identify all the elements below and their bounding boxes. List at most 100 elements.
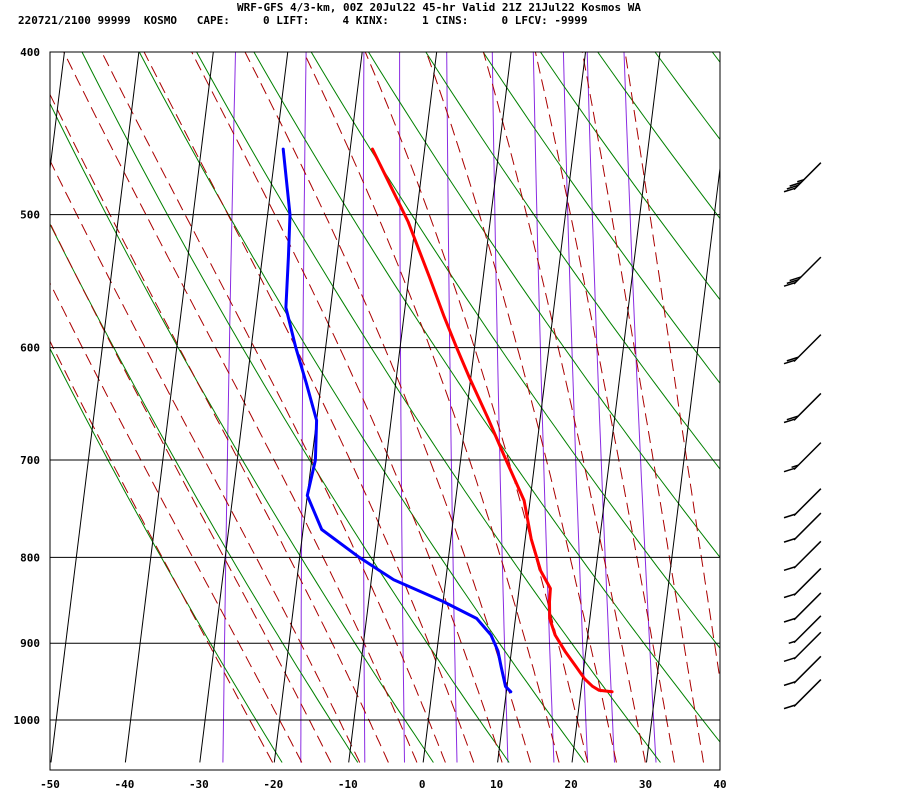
wind-barb-feather: [783, 281, 796, 287]
dry-adiabat-line: [253, 52, 720, 743]
x-tick-label: -20: [263, 778, 283, 791]
dewpoint-profile: [281, 147, 513, 694]
pressure-tick-label: 800: [20, 551, 40, 564]
wind-barb-feather: [783, 187, 796, 193]
wind-barb: [783, 256, 822, 287]
moist-adiabat-line: [143, 52, 475, 763]
dry-adiabat-line: [81, 52, 510, 763]
wind-barb-staff: [793, 488, 822, 517]
temperature-profile: [371, 147, 614, 694]
wind-barb-staff: [793, 540, 822, 569]
wind-barb-staff: [793, 256, 822, 285]
dry-adiabat-line: [138, 52, 586, 763]
wind-barb-feather: [788, 640, 796, 645]
wind-barb-staff: [793, 592, 822, 621]
moist-adiabat-line: [581, 52, 704, 763]
wind-barb-staff: [793, 615, 822, 644]
isotherm-line: [795, 15, 888, 763]
x-tick-label: -50: [40, 778, 60, 791]
isotherms: [50, 15, 888, 763]
x-tick-label: 40: [713, 778, 726, 791]
isotherm-line: [645, 164, 720, 763]
dry-adiabat-line: [854, 15, 900, 763]
dry-adiabat-line: [50, 347, 283, 763]
wind-barb: [783, 592, 822, 623]
pressure-tick-label: 400: [20, 46, 40, 59]
profiles: [281, 147, 614, 694]
wind-barb-feather: [783, 418, 796, 424]
pressure-tick-label: 600: [20, 342, 40, 355]
wind-barb: [783, 512, 822, 543]
wind-barb: [783, 655, 822, 687]
wind-barb-feather: [783, 359, 796, 365]
isotherm-line: [571, 52, 661, 763]
pressure-tick-label: 700: [20, 454, 40, 467]
wind-barb-feather: [797, 178, 805, 183]
x-tick-label: -40: [115, 778, 135, 791]
wind-barb: [783, 567, 822, 599]
dry-adiabat-line: [654, 52, 720, 141]
moist-adiabat-line: [50, 282, 303, 763]
isotherm-line: [199, 52, 289, 763]
isotherm-line: [422, 52, 512, 763]
isotherm-line: [124, 52, 214, 763]
dry-adiabat-line: [367, 52, 720, 559]
isotherm-line: [497, 52, 587, 763]
moist-adiabat-line: [50, 221, 332, 763]
wind-barb-feather: [783, 617, 796, 623]
moist-adiabat-line: [303, 52, 560, 763]
moist-adiabat-line: [50, 93, 389, 763]
isotherm-line: [348, 52, 438, 763]
dry-adiabat-line: [482, 52, 720, 385]
wind-barb-feather: [783, 566, 796, 572]
wind-barb-staff: [793, 655, 822, 684]
dry-adiabat-line: [196, 52, 661, 763]
isobars: [50, 51, 720, 721]
wind-barb: [783, 631, 822, 663]
mixing-ratio-line: [222, 52, 237, 763]
dry-adiabat-line: [711, 52, 720, 64]
sounding-indices: 220721/2100 99999 KOSMO CAPE: 0 LIFT: 4 …: [18, 14, 588, 27]
wind-barb: [788, 615, 822, 645]
moist-adiabat-line: [50, 159, 361, 763]
moist-adiabat-line: [50, 340, 274, 763]
x-tick-label: 20: [564, 778, 577, 791]
wind-barb: [783, 334, 822, 365]
wind-barb: [783, 540, 822, 572]
wind-barb-staff: [793, 334, 822, 363]
wind-barb: [783, 488, 822, 519]
wind-barb-feather: [783, 467, 796, 473]
wind-barb-feather: [786, 184, 799, 190]
mixing-ratio-line: [532, 52, 555, 763]
isotherm-line: [721, 15, 814, 763]
wind-barb-feather: [789, 276, 802, 282]
x-tick-labels: -50 -40 -30 -20 -10 0 10 20 30 40: [40, 778, 727, 791]
x-tick-label: 10: [490, 778, 503, 791]
wind-barb-feather: [783, 593, 796, 599]
plot-frame: [49, 51, 721, 771]
x-tick-label: -10: [338, 778, 358, 791]
wind-barb-feather: [783, 537, 796, 543]
wind-barbs: [783, 162, 822, 710]
mixing-ratio-line: [623, 52, 657, 763]
moist-adiabats: [50, 52, 720, 763]
wind-barb: [783, 442, 822, 473]
mixing-ratio-line: [586, 52, 615, 763]
moist-adiabat-line: [244, 52, 531, 763]
mixing-ratio-line: [446, 52, 458, 763]
moist-adiabat-line: [534, 52, 675, 763]
wind-barb: [783, 392, 822, 424]
chart-title: WRF-GFS 4/3-km, 00Z 20Jul22 45-hr Valid …: [237, 1, 641, 14]
mixing-ratio-line: [300, 52, 307, 763]
wind-barb-feather: [783, 681, 796, 687]
wind-barb-staff: [793, 442, 822, 471]
wind-barb-staff: [793, 162, 822, 191]
isotherm-line: [273, 52, 363, 763]
dry-adiabat-line: [50, 102, 434, 763]
wind-barb-feather: [791, 464, 799, 469]
wind-barb-staff: [793, 679, 822, 707]
dry-adiabat-line: [741, 15, 900, 763]
moist-adiabat-line: [63, 52, 418, 763]
pressure-tick-labels: 400 500 600 700 800 900 1000: [14, 46, 41, 727]
